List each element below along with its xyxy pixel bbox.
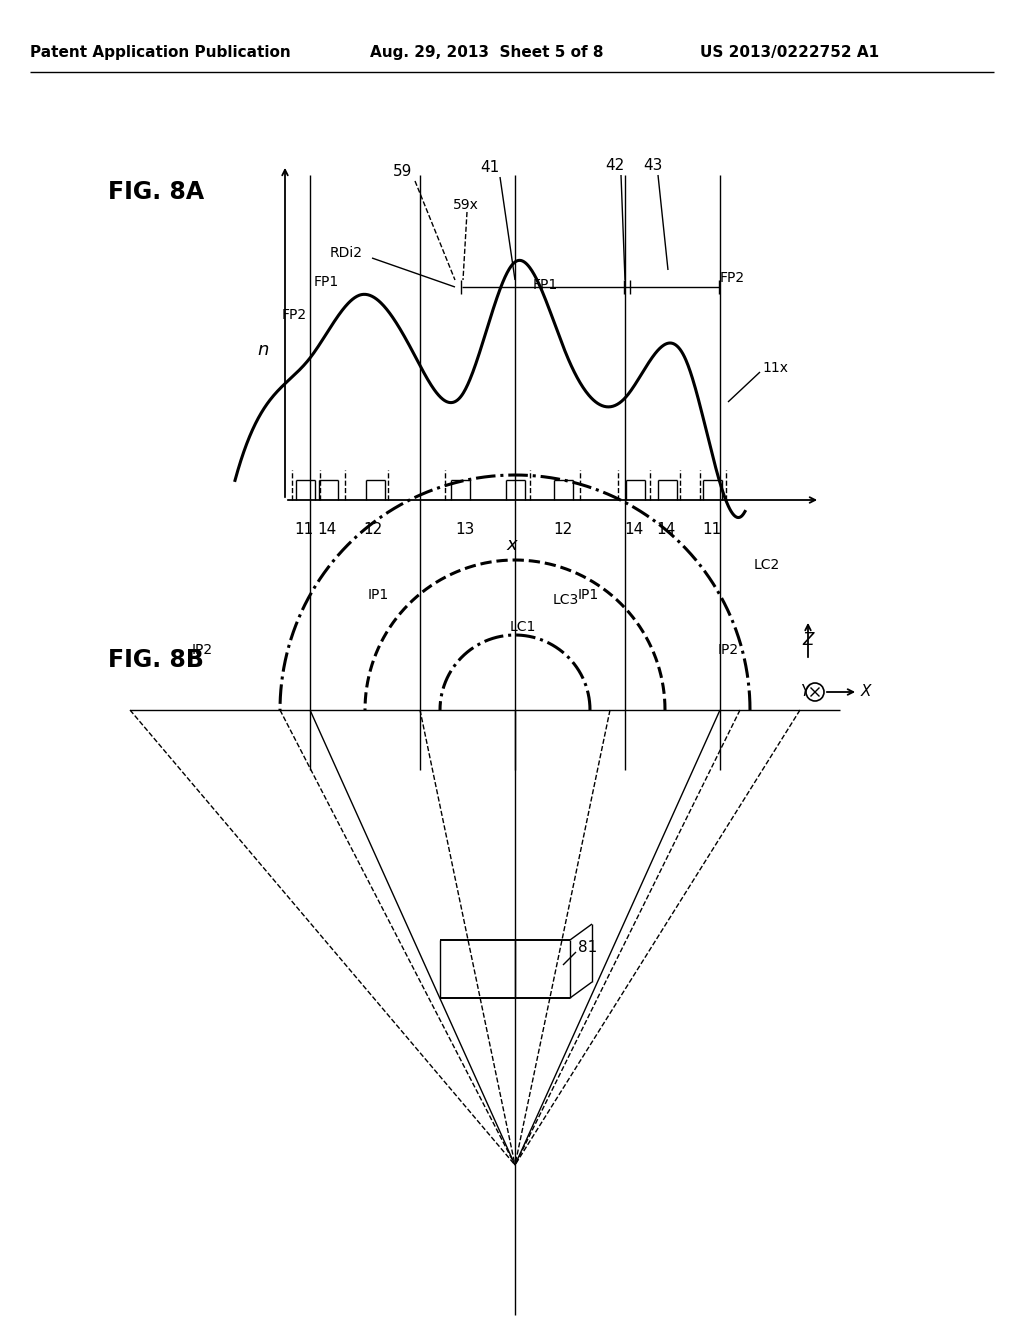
- Text: X: X: [861, 685, 871, 700]
- Text: IP1: IP1: [578, 587, 599, 602]
- Text: n: n: [257, 341, 268, 359]
- Text: 12: 12: [553, 523, 572, 537]
- Text: 59x: 59x: [453, 198, 479, 213]
- Text: FP2: FP2: [720, 271, 745, 285]
- Text: RDi2: RDi2: [330, 246, 362, 260]
- Text: x: x: [507, 536, 517, 554]
- Text: FP1: FP1: [534, 279, 558, 292]
- Text: FIG. 8A: FIG. 8A: [108, 180, 204, 205]
- Text: 14: 14: [656, 523, 676, 537]
- Text: 14: 14: [317, 523, 337, 537]
- Text: Y: Y: [800, 685, 809, 700]
- Text: 12: 12: [364, 523, 383, 537]
- Text: 11: 11: [294, 523, 313, 537]
- Text: LC1: LC1: [510, 620, 537, 634]
- Text: IP1: IP1: [368, 587, 389, 602]
- Text: FP2: FP2: [282, 308, 307, 322]
- Text: LC2: LC2: [754, 558, 780, 572]
- Text: Z: Z: [803, 631, 814, 649]
- Text: 14: 14: [625, 523, 644, 537]
- Text: US 2013/0222752 A1: US 2013/0222752 A1: [700, 45, 880, 59]
- Text: IP2: IP2: [193, 643, 213, 657]
- Text: 81: 81: [578, 940, 597, 956]
- Text: 11: 11: [702, 523, 722, 537]
- Text: 11x: 11x: [762, 360, 788, 375]
- Text: FIG. 8B: FIG. 8B: [108, 648, 204, 672]
- Text: 41: 41: [480, 161, 500, 176]
- Text: 43: 43: [643, 157, 663, 173]
- Text: IP2: IP2: [718, 643, 739, 657]
- Text: 59: 59: [393, 165, 413, 180]
- Text: 13: 13: [456, 523, 475, 537]
- Text: LC3: LC3: [553, 593, 580, 607]
- Text: 42: 42: [605, 157, 625, 173]
- Text: FP1: FP1: [314, 275, 339, 289]
- Text: Aug. 29, 2013  Sheet 5 of 8: Aug. 29, 2013 Sheet 5 of 8: [370, 45, 603, 59]
- Text: Patent Application Publication: Patent Application Publication: [30, 45, 291, 59]
